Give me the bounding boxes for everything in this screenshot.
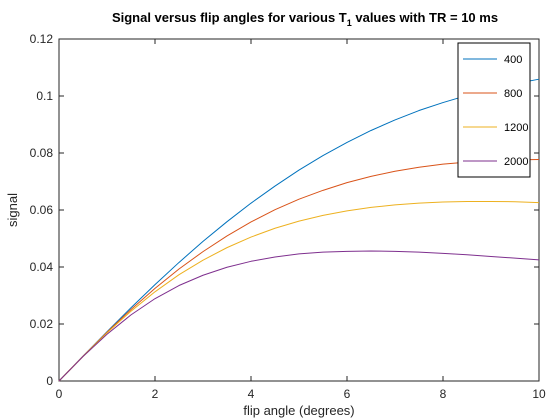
legend-label: 800: [504, 88, 522, 100]
y-tick-label: 0: [46, 374, 53, 388]
series-line-1200: [58, 200, 540, 382]
y-tick-label: 0.12: [30, 32, 54, 46]
y-tick-label: 0.1: [36, 89, 53, 103]
chart-title: Signal versus flip angles for various T1…: [112, 10, 498, 28]
series-line-2000: [58, 250, 540, 382]
legend-box: [457, 42, 531, 178]
chart-title-rest: values with TR = 10 ms: [352, 10, 498, 25]
x-tick-label: 6: [344, 387, 351, 401]
chart-title-subscript: 1: [347, 18, 352, 28]
y-tick-label: 0.04: [30, 260, 54, 274]
legend-label: 400: [504, 54, 522, 66]
x-tick-label: 10: [532, 387, 546, 401]
x-tick-label: 8: [440, 387, 447, 401]
legend: 400 800 1200 2000: [457, 42, 531, 178]
chart-title-main: Signal versus flip angles for various T: [112, 10, 347, 25]
ticks-layer: 0 2 4 6 8 10 0 0.02 0.04 0.06 0.08 0.1 0.12: [30, 32, 546, 401]
x-tick-label: 4: [248, 387, 255, 401]
legend-label: 2000: [504, 156, 528, 168]
y-tick-label: 0.06: [30, 203, 54, 217]
x-tick-label: 0: [56, 387, 63, 401]
legend-label: 1200: [504, 122, 528, 134]
x-tick-label: 2: [152, 387, 159, 401]
y-tick-label: 0.02: [30, 317, 54, 331]
x-axis-label: flip angle (degrees): [243, 403, 354, 418]
y-axis-label: signal: [5, 193, 20, 227]
y-tick-label: 0.08: [30, 146, 54, 160]
